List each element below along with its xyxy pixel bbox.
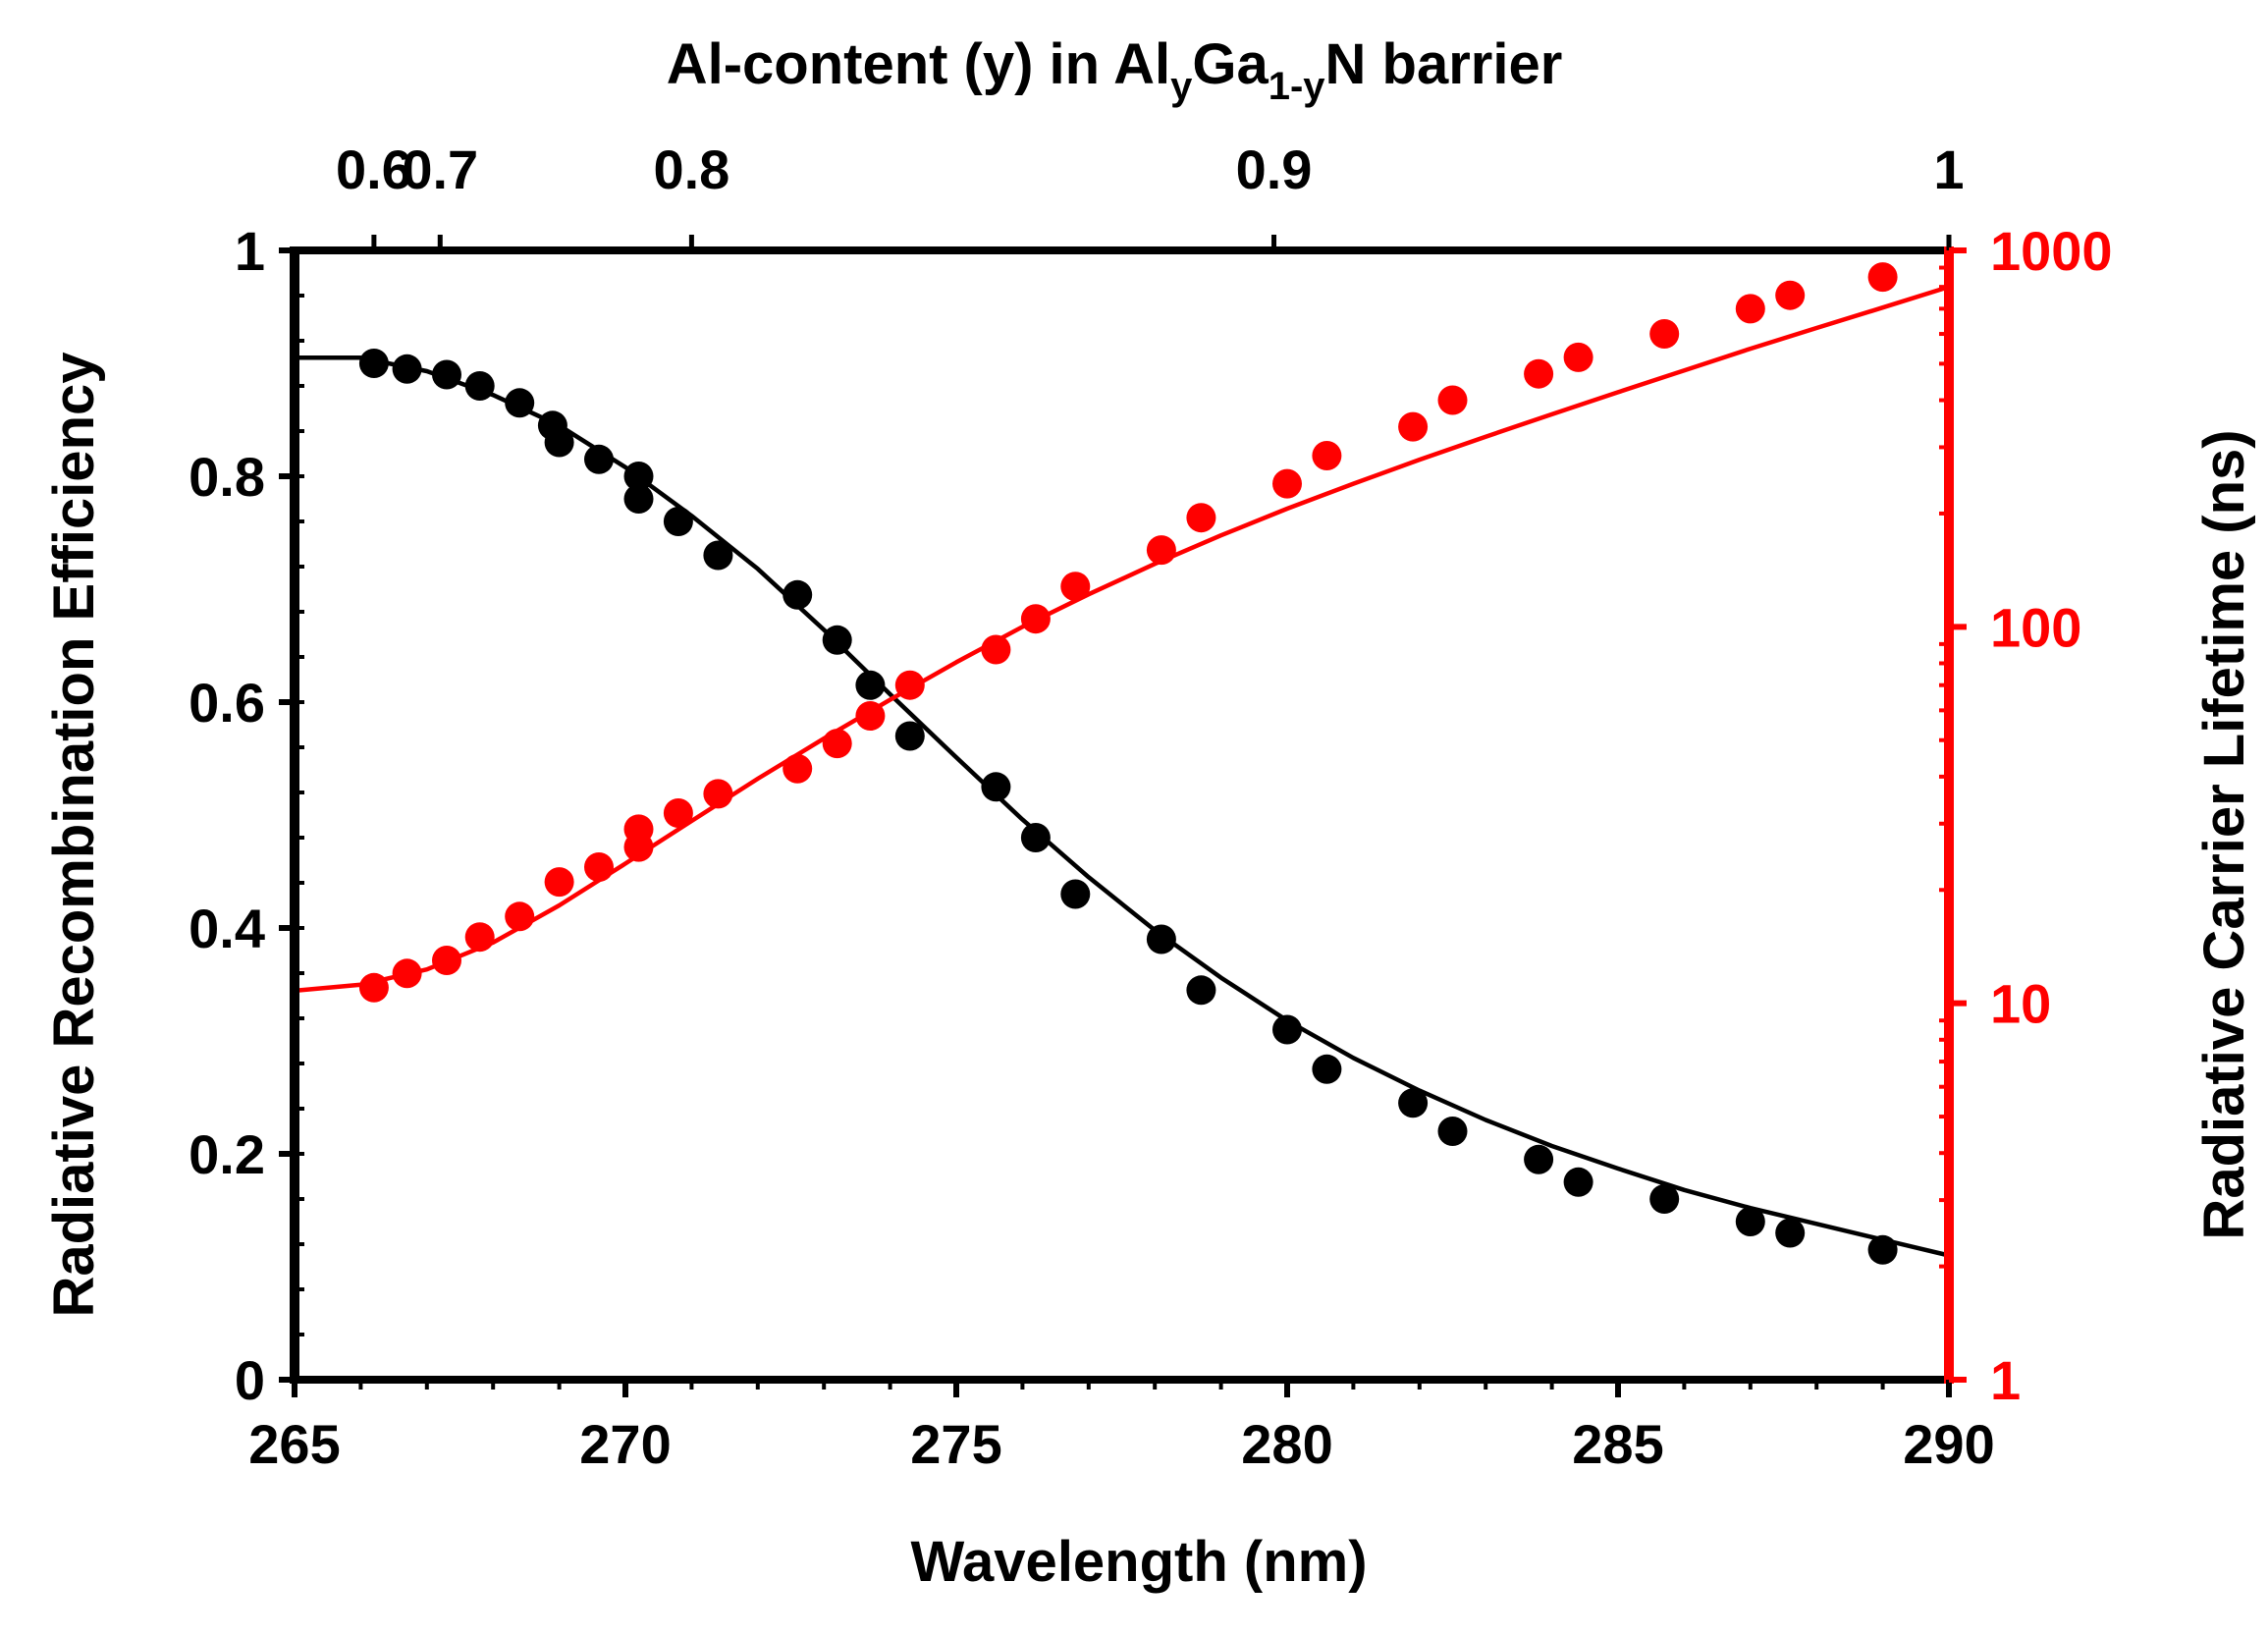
efficiency-point xyxy=(1649,1184,1680,1214)
efficiency-point xyxy=(1312,1054,1342,1084)
y-right-axis-title: Radiative Carrier Lifetime (ns) xyxy=(2192,429,2256,1239)
efficiency-point xyxy=(623,484,654,514)
top-tick-label: 1 xyxy=(1933,138,1964,200)
lifetime-point xyxy=(783,753,813,784)
efficiency-point xyxy=(1020,823,1051,852)
y-left-tick-label: 0.6 xyxy=(189,672,265,734)
lifetime-point xyxy=(1524,358,1554,389)
lifetime-point xyxy=(1775,280,1806,310)
efficiency-point xyxy=(505,388,535,418)
efficiency-point xyxy=(1775,1218,1806,1248)
x-tick-label: 265 xyxy=(248,1413,340,1475)
efficiency-point xyxy=(783,579,813,610)
top-axis-title-suffix: N barrier xyxy=(1325,32,1563,96)
top-tick-label: 0.7 xyxy=(402,138,478,200)
lifetime-point xyxy=(358,972,389,1003)
y-left-tick-label: 0.2 xyxy=(189,1123,265,1185)
lifetime-point xyxy=(822,729,852,759)
lifetime-point xyxy=(1437,385,1468,415)
lifetime-point xyxy=(584,852,614,882)
lifetime-point xyxy=(1060,572,1091,602)
efficiency-point xyxy=(1524,1144,1554,1174)
lifetime-point xyxy=(1186,503,1216,533)
lifetime-point xyxy=(981,634,1011,665)
lifetime-fit-line xyxy=(294,284,1950,994)
x-axis-title: Wavelength (nm) xyxy=(910,1530,1367,1594)
efficiency-point xyxy=(1867,1234,1898,1265)
y-right-tick-label: 100 xyxy=(1990,596,2081,658)
x-tick-label: 285 xyxy=(1572,1413,1663,1475)
top-axis-title-sub-1y: 1-y xyxy=(1269,65,1326,108)
lifetime-point xyxy=(1649,319,1680,349)
data-points-layer xyxy=(358,262,1898,1265)
top-axis-title-prefix: Al-content (y) in Al xyxy=(667,32,1170,96)
efficiency-point xyxy=(1437,1117,1468,1146)
efficiency-point xyxy=(894,721,925,751)
efficiency-point xyxy=(623,462,654,491)
efficiency-point xyxy=(358,349,389,378)
lifetime-point xyxy=(1735,294,1765,324)
top-axis-title-mid: Ga xyxy=(1192,32,1269,96)
y-left-axis-title: Radiative Recombination Efficiency xyxy=(42,352,106,1317)
axes-layer xyxy=(279,235,1967,1397)
y-left-tick-label: 0.4 xyxy=(189,898,265,959)
y-right-tick-label: 1000 xyxy=(1990,220,2113,282)
efficiency-point xyxy=(1060,879,1091,909)
efficiency-point xyxy=(822,625,852,655)
top-axis-title-sub-y: y xyxy=(1170,65,1193,108)
top-axis-title: Al-content (y) in AlyGa1-yN barrier xyxy=(667,32,1563,108)
efficiency-point xyxy=(432,359,461,390)
top-tick-label: 0.6 xyxy=(336,138,412,200)
efficiency-point xyxy=(464,371,495,401)
lifetime-point xyxy=(1398,411,1429,442)
lifetime-point xyxy=(894,670,925,700)
y-left-tick-label: 1 xyxy=(235,220,265,282)
lifetime-point xyxy=(703,779,733,809)
top-tick-label: 0.8 xyxy=(653,138,729,200)
lifetime-point xyxy=(1563,342,1593,372)
efficiency-point xyxy=(1272,1014,1302,1045)
lifetime-point xyxy=(663,798,693,828)
efficiency-point xyxy=(1563,1167,1593,1197)
lifetime-point xyxy=(544,867,574,898)
fit-curves-layer xyxy=(294,284,1950,1258)
efficiency-point xyxy=(1146,924,1176,954)
lifetime-point xyxy=(1146,535,1176,566)
x-tick-label: 280 xyxy=(1241,1413,1332,1475)
efficiency-point xyxy=(981,772,1011,802)
efficiency-point xyxy=(392,354,422,384)
y-left-tick-label: 0.8 xyxy=(189,446,265,508)
efficiency-point xyxy=(544,427,574,458)
lifetime-point xyxy=(855,701,886,731)
y-left-tick-label: 0 xyxy=(235,1349,265,1411)
efficiency-fit-line xyxy=(295,355,1950,1258)
x-tick-label: 270 xyxy=(579,1413,671,1475)
lifetime-point xyxy=(1272,468,1302,499)
lifetime-point xyxy=(432,946,461,975)
lifetime-point xyxy=(464,922,495,953)
lifetime-point xyxy=(1867,262,1898,293)
efficiency-point xyxy=(703,540,733,571)
efficiency-point xyxy=(1186,975,1216,1006)
efficiency-point xyxy=(855,670,886,700)
x-tick-label: 275 xyxy=(910,1413,1001,1475)
y-right-tick-label: 10 xyxy=(1990,973,2051,1035)
x-tick-label: 290 xyxy=(1903,1413,1994,1475)
lifetime-point xyxy=(1312,441,1342,470)
lifetime-point xyxy=(1020,604,1051,634)
lifetime-point xyxy=(392,958,422,989)
lifetime-point xyxy=(623,814,654,845)
efficiency-point xyxy=(1398,1088,1429,1118)
efficiency-point xyxy=(584,444,614,474)
efficiency-point xyxy=(663,507,693,536)
efficiency-point xyxy=(1735,1207,1765,1236)
lifetime-point xyxy=(505,901,535,932)
top-tick-label: 0.9 xyxy=(1236,138,1313,200)
y-right-tick-label: 1 xyxy=(1990,1349,2021,1411)
